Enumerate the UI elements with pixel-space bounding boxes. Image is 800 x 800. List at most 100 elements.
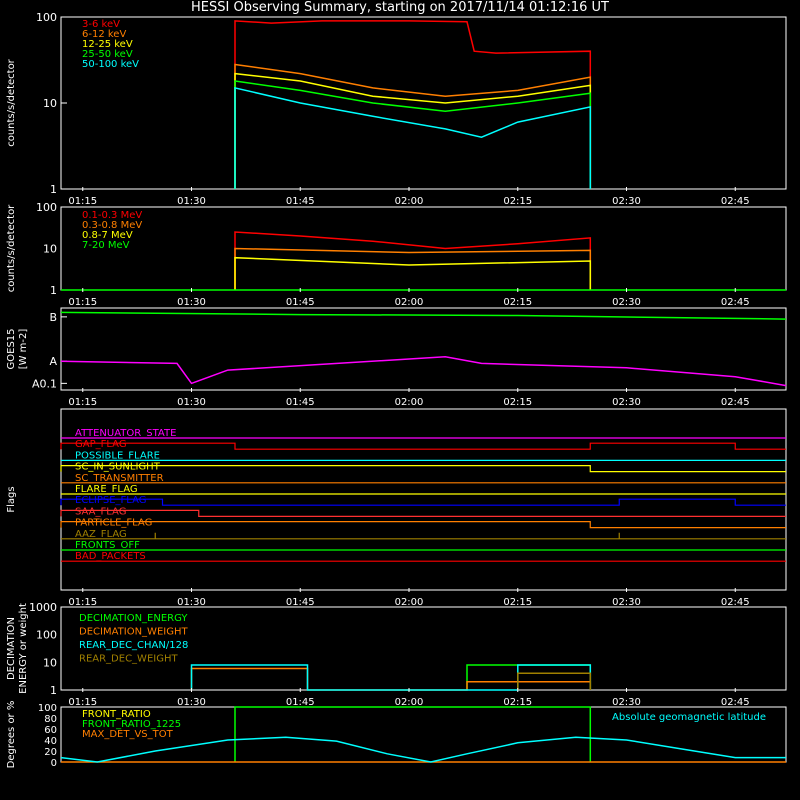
series-line bbox=[60, 311, 787, 320]
series-line bbox=[234, 247, 592, 290]
series-line bbox=[190, 667, 592, 691]
legend-entry: 25-50 keV bbox=[82, 49, 133, 60]
x-tick-label: 02:45 bbox=[721, 297, 750, 308]
flag-label: SC_TRANSMITTER bbox=[75, 473, 164, 484]
y-axis-label: GOES15 bbox=[6, 328, 17, 369]
plot-frame bbox=[60, 206, 787, 291]
y-tick-label: 100 bbox=[38, 703, 57, 714]
y-tick-label: 1 bbox=[50, 284, 57, 297]
x-tick-label: 01:30 bbox=[177, 397, 206, 408]
x-tick-label: 02:00 bbox=[395, 196, 424, 207]
y-axis-label: counts/s/detector bbox=[6, 204, 17, 292]
flag-line bbox=[61, 532, 786, 540]
legend-entry: 3-6 keV bbox=[82, 19, 120, 30]
y-tick-label: 100 bbox=[36, 11, 57, 24]
x-tick-label: 01:45 bbox=[286, 697, 315, 708]
flag-label: SC_IN_SUNLIGHT bbox=[75, 462, 161, 473]
x-tick-label: 01:30 bbox=[177, 697, 206, 708]
series-line bbox=[234, 256, 592, 290]
y-tick-label: 0 bbox=[51, 758, 57, 769]
legend-entry: 7-20 MeV bbox=[82, 240, 130, 251]
x-tick-label: 01:30 bbox=[177, 297, 206, 308]
x-tick-label: 01:15 bbox=[68, 397, 97, 408]
flag-label: ECLIPSE_FLAG bbox=[75, 495, 146, 506]
y-tick-label: 10 bbox=[43, 656, 57, 669]
x-tick-label: 02:15 bbox=[503, 196, 532, 207]
x-tick-label: 01:15 bbox=[68, 297, 97, 308]
flag-line bbox=[60, 498, 786, 506]
y-tick-label: 1 bbox=[50, 684, 57, 697]
x-tick-label: 01:45 bbox=[286, 196, 315, 207]
y-tick-label: 1 bbox=[50, 183, 57, 196]
flag-label: AAZ_FLAG bbox=[75, 529, 127, 540]
x-tick-label: 02:00 bbox=[395, 297, 424, 308]
legend-entry: MAX_DET_VS_TOT bbox=[82, 729, 174, 740]
series-line bbox=[234, 231, 592, 290]
plot-frame bbox=[60, 307, 787, 391]
legend-entry: 0.3-0.8 MeV bbox=[82, 220, 142, 231]
series-line bbox=[517, 672, 592, 690]
y-tick-label: 40 bbox=[44, 736, 57, 747]
y-tick-label: 100 bbox=[36, 201, 57, 214]
legend-entry: 6-12 keV bbox=[82, 29, 126, 40]
x-tick-label: 01:30 bbox=[177, 597, 206, 608]
x-tick-label: 02:00 bbox=[395, 697, 424, 708]
chart-title: HESSI Observing Summary, starting on 201… bbox=[191, 0, 609, 15]
flag-label: ATTENUATOR_STATE bbox=[75, 428, 176, 439]
x-tick-label: 01:45 bbox=[286, 397, 315, 408]
series-line bbox=[234, 86, 592, 189]
flag-line bbox=[60, 520, 786, 529]
series-line bbox=[60, 736, 786, 763]
flag-label: PARTICLE_FLAG bbox=[75, 518, 152, 529]
y-tick-label: 20 bbox=[44, 747, 57, 758]
series-line bbox=[466, 664, 592, 690]
annotation-label: Absolute geomagnetic latitude bbox=[612, 712, 766, 723]
y-tick-label: 10 bbox=[43, 243, 57, 256]
legend-entry: FRONT_RATIO bbox=[82, 709, 151, 720]
x-tick-label: 02:15 bbox=[503, 397, 532, 408]
legend-entry: REAR_DEC_CHAN/128 bbox=[79, 640, 188, 651]
legend-entry: 0.8-7 MeV bbox=[82, 230, 133, 241]
x-tick-label: 02:30 bbox=[612, 697, 641, 708]
flag-label: BAD_PACKETS bbox=[75, 551, 146, 562]
flag-line bbox=[60, 509, 786, 518]
x-tick-label: 02:45 bbox=[721, 697, 750, 708]
x-tick-label: 02:15 bbox=[503, 297, 532, 308]
x-tick-label: 01:45 bbox=[286, 597, 315, 608]
y-tick-label: 10 bbox=[43, 97, 57, 110]
legend-entry: DECIMATION_WEIGHT bbox=[79, 627, 188, 638]
x-tick-label: 02:30 bbox=[612, 597, 641, 608]
y-tick-label: 100 bbox=[36, 629, 57, 642]
flag-line bbox=[60, 465, 786, 473]
plot-frame bbox=[60, 16, 787, 190]
x-tick-label: 02:30 bbox=[612, 397, 641, 408]
legend-entry: 0.1-0.3 MeV bbox=[82, 210, 142, 221]
x-tick-label: 02:45 bbox=[721, 597, 750, 608]
x-tick-label: 01:15 bbox=[68, 697, 97, 708]
x-tick-label: 01:30 bbox=[177, 196, 206, 207]
y-axis-label: counts/s/detector bbox=[6, 58, 17, 146]
x-tick-label: 02:15 bbox=[503, 597, 532, 608]
y-axis-label: Flags bbox=[6, 486, 17, 512]
series-line bbox=[190, 664, 592, 691]
flag-label: SAA_FLAG bbox=[75, 506, 126, 517]
legend-entry: 50-100 keV bbox=[82, 59, 139, 70]
y-tick-label: A0.1 bbox=[32, 377, 57, 390]
flag-label: FRONTS_OFF bbox=[75, 540, 140, 551]
legend-entry: DECIMATION_ENERGY bbox=[79, 613, 188, 624]
series-line bbox=[234, 706, 592, 762]
series-line bbox=[234, 20, 592, 189]
x-tick-label: 02:45 bbox=[721, 196, 750, 207]
flag-label: GAP_FLAG bbox=[75, 439, 127, 450]
series-line bbox=[234, 72, 592, 189]
series-line bbox=[234, 80, 592, 189]
y-axis-label: DECIMATION bbox=[6, 617, 17, 680]
flag-label: FLARE_FLAG bbox=[75, 484, 138, 495]
flag-line bbox=[60, 442, 786, 450]
y-tick-label: A bbox=[49, 355, 57, 368]
x-tick-label: 01:15 bbox=[68, 597, 97, 608]
x-tick-label: 02:00 bbox=[395, 597, 424, 608]
series-line bbox=[60, 356, 787, 387]
legend-entry: REAR_DEC_WEIGHT bbox=[79, 654, 178, 665]
